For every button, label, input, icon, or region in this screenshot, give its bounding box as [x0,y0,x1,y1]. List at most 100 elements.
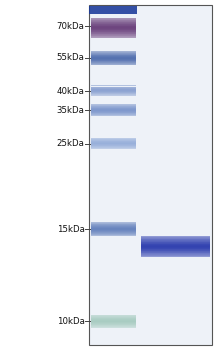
Bar [91,32,136,33]
Bar [91,36,136,37]
Bar [141,242,210,243]
Bar [91,104,136,105]
Bar [141,253,210,254]
Bar [91,111,136,112]
Bar [91,234,136,235]
Bar [91,29,136,30]
Bar [91,319,136,320]
Bar [91,25,136,26]
Bar [91,35,136,36]
Bar [91,321,136,322]
Bar [91,58,136,59]
Bar [91,231,136,232]
Bar [91,322,136,323]
Bar [91,147,136,148]
Bar [91,108,136,109]
Bar [91,107,136,108]
Bar [91,138,136,139]
Bar [91,57,136,58]
Bar [91,19,136,20]
Bar [141,248,210,249]
Bar [91,59,136,60]
Bar [91,324,136,325]
Bar [91,320,136,321]
Bar [91,31,136,32]
Bar [91,105,136,106]
Bar [91,112,136,113]
Bar [91,227,136,228]
Bar [91,30,136,31]
Text: 55kDa: 55kDa [57,53,85,62]
Bar [91,115,136,116]
Bar [91,327,136,328]
Bar [141,236,210,237]
Bar [141,240,210,241]
Bar [91,86,136,87]
Bar [91,54,136,55]
Bar [91,145,136,146]
Bar [91,20,136,21]
Bar [91,113,136,114]
Text: 40kDa: 40kDa [57,86,85,96]
Bar [91,61,136,62]
Bar [141,241,210,242]
Bar [91,28,136,29]
Bar [141,252,210,253]
Bar [91,92,136,93]
Bar [91,223,136,224]
Bar [141,246,210,247]
Text: 25kDa: 25kDa [57,139,85,148]
Bar [91,144,136,145]
Bar [91,233,136,234]
Text: 35kDa: 35kDa [57,106,85,115]
Bar [91,141,136,142]
Bar [141,245,210,246]
Bar [91,143,136,144]
Bar [91,110,136,111]
Bar [91,316,136,317]
Bar [91,95,136,96]
Bar [91,88,136,89]
Bar [91,323,136,324]
Bar [141,244,210,245]
Bar [141,250,210,251]
Bar [91,94,136,95]
Bar [91,109,136,110]
Bar [141,249,210,250]
Text: 70kDa: 70kDa [57,22,85,31]
Bar [91,148,136,149]
Bar [91,317,136,318]
Bar [91,87,136,88]
Bar [141,237,210,238]
Bar [91,228,136,229]
Bar [91,23,136,24]
Bar [91,91,136,92]
Bar [91,51,136,52]
Bar [89,5,212,345]
Bar [91,33,136,34]
Bar [91,90,136,91]
Bar [91,64,136,65]
Bar [91,37,136,38]
Bar [91,27,136,28]
Bar [91,26,136,27]
Bar [91,226,136,227]
Bar [91,318,136,319]
Bar [91,21,136,22]
Bar [141,243,210,244]
Text: 10kDa: 10kDa [57,317,85,326]
Text: 15kDa: 15kDa [57,225,85,234]
Bar [91,146,136,147]
Bar [141,247,210,248]
Bar [91,62,136,63]
Bar [91,93,136,94]
Bar [91,63,136,64]
Bar [91,224,136,225]
Bar [91,222,136,223]
Bar [91,60,136,61]
Bar [91,318,136,319]
Bar [91,89,136,90]
Bar [91,114,136,115]
Bar [91,315,136,316]
Bar [91,106,136,107]
